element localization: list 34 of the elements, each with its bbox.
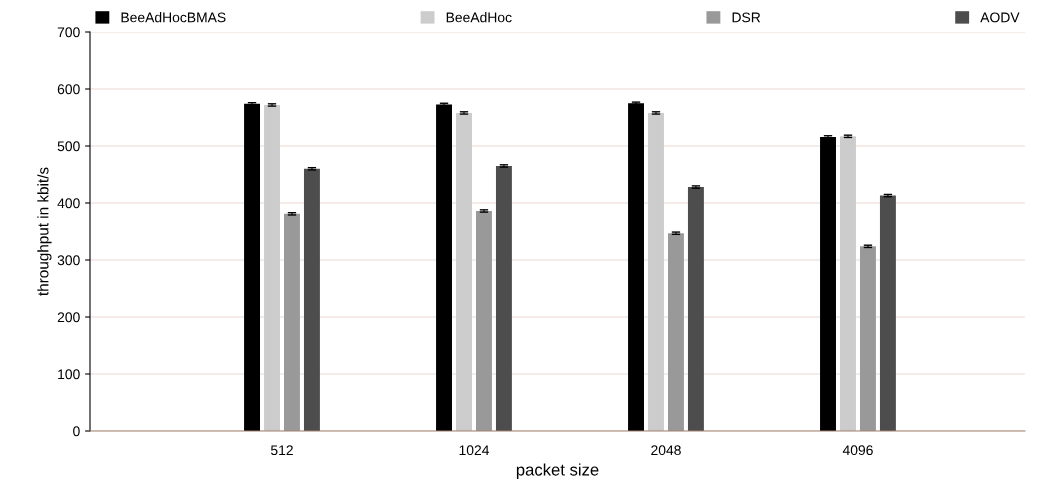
legend-label: BeeAdHoc [446,12,512,23]
bar [284,213,300,431]
bar [820,136,836,431]
bar [495,165,512,431]
y-tick-label: 700 [57,27,80,38]
x-tick-label: 4096 [842,445,873,456]
x-tick-label: 2048 [651,445,681,456]
bar [859,246,876,431]
legend-label: AODV [980,12,1020,23]
y-tick-label: 0 [73,426,80,437]
bar [303,168,320,431]
bar [840,136,856,431]
y-tick-label: 200 [57,312,80,323]
bar [628,103,644,431]
y-tick-label: 600 [57,84,80,95]
bar [436,104,452,431]
bar [456,112,472,431]
bar [879,195,896,431]
bar [648,112,664,431]
y-tick-label: 400 [57,198,80,209]
legend-label: BeeAdHocBMAS [121,12,226,23]
x-tick-label: 1024 [459,445,490,456]
bar [476,210,492,431]
y-tick-label: 500 [57,141,80,152]
x-axis-title: packet size [516,463,599,479]
x-tick-label: 512 [270,445,293,456]
y-tick-label: 300 [57,255,80,266]
y-tick-label: 100 [58,369,80,380]
bar [667,233,684,431]
legend-label: DSR [732,12,761,23]
bar [687,187,704,431]
bar [244,103,261,431]
y-axis-title: throughput in kbit/s [37,167,52,296]
bar [264,104,280,431]
